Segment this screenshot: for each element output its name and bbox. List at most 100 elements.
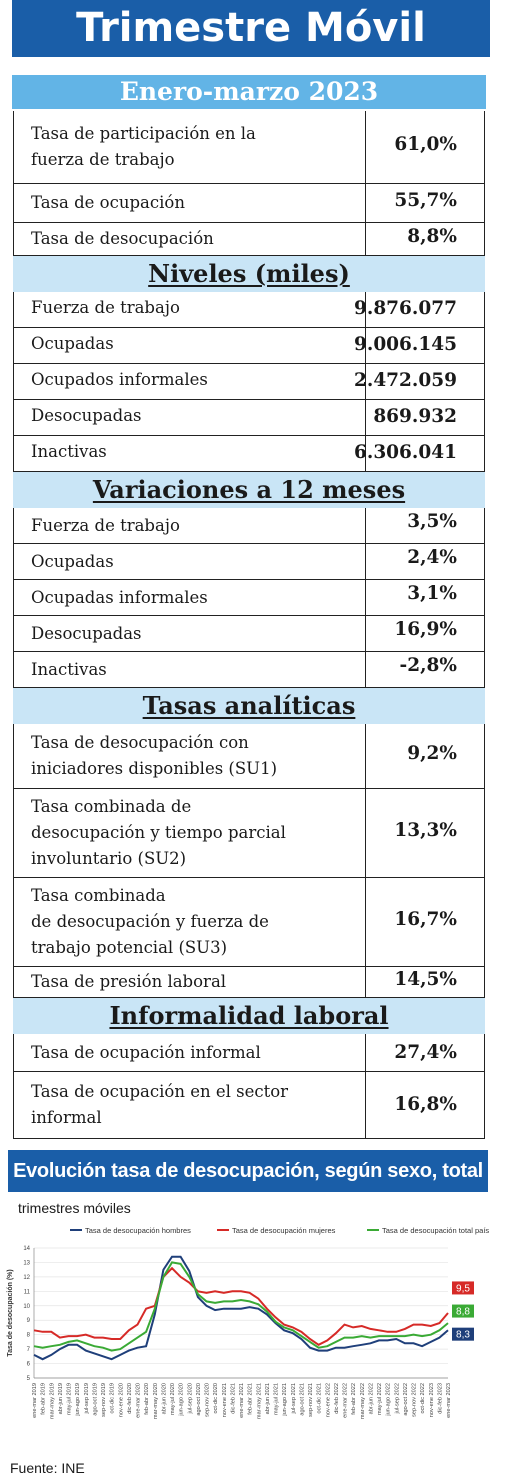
legend-label: Tasa de desocupación hombres bbox=[85, 1226, 191, 1235]
end-value-label: 8,3 bbox=[456, 1330, 470, 1341]
row-label: Desocupadas bbox=[31, 624, 142, 643]
row-label: Tasa combinada de desocupación y fuerza d… bbox=[31, 886, 269, 957]
row-value: 16,7% bbox=[394, 909, 457, 930]
row-value: 3,1% bbox=[407, 583, 457, 604]
x-tick-label: mar-may 2021 bbox=[256, 1383, 262, 1419]
row-label: Tasa de presión laboral bbox=[31, 972, 227, 991]
row-value: 9.876.077 bbox=[354, 298, 457, 319]
row-value: 9.006.145 bbox=[354, 334, 457, 355]
x-tick-label: mar-may 2020 bbox=[153, 1383, 159, 1419]
unemployment-line-chart: Tasa de desocupación hombres Tasa de deso… bbox=[7, 1226, 489, 1419]
table-row: Desocupadas 16,9% bbox=[13, 616, 485, 652]
row-value: 27,4% bbox=[394, 1041, 457, 1063]
x-tick-label: ene-mar 2022 bbox=[343, 1383, 349, 1418]
series-line bbox=[33, 1266, 449, 1346]
x-tick-label: ago-oct 2022 bbox=[403, 1383, 409, 1416]
series-line bbox=[33, 1255, 449, 1361]
chart-subtitle: trimestres móviles bbox=[18, 1200, 131, 1216]
x-tick-label: mar-may 2019 bbox=[49, 1383, 55, 1419]
x-tick-label: feb-abr 2022 bbox=[351, 1383, 357, 1415]
section-informalidad: Informalidad laboral bbox=[13, 998, 485, 1034]
row-value: -2,8% bbox=[399, 655, 457, 676]
x-tick-label: jun-ago 2021 bbox=[282, 1383, 288, 1417]
end-value-box bbox=[452, 1327, 474, 1341]
x-tick-label: jul-sep 2021 bbox=[291, 1383, 297, 1414]
x-tick-label: feb-abr 2019 bbox=[41, 1383, 47, 1415]
y-tick-label: 6 bbox=[27, 1362, 31, 1368]
x-tick-label: jul-sep 2020 bbox=[187, 1383, 193, 1414]
x-tick-label: jul-sep 2022 bbox=[394, 1383, 400, 1414]
table-row: Ocupadas 2,4% bbox=[13, 544, 485, 580]
row-value: 869.932 bbox=[373, 406, 457, 427]
row-value: 13,3% bbox=[394, 820, 457, 841]
row-value: 8,8% bbox=[407, 226, 457, 247]
x-tick-label: abr-jun 2019 bbox=[58, 1383, 64, 1414]
table-row: Tasa de ocupación en el sector informal 16… bbox=[13, 1072, 485, 1139]
end-value-label: 8,8 bbox=[456, 1307, 470, 1318]
x-tick-label: ene-mar 2020 bbox=[136, 1383, 142, 1418]
table-row: Tasa de participación en la fuerza de tra… bbox=[13, 111, 485, 184]
row-value: 2.472.059 bbox=[354, 370, 457, 391]
table-row: Ocupados informales 2.472.059 bbox=[13, 364, 485, 400]
row-label: Ocupadas bbox=[31, 552, 114, 571]
table-row: Tasa de ocupación informal 27,4% bbox=[13, 1034, 485, 1072]
table-row: Inactivas -2,8% bbox=[13, 652, 485, 688]
x-tick-label: feb-abr 2020 bbox=[144, 1383, 150, 1415]
x-tick-label: may-jul 2020 bbox=[170, 1383, 176, 1415]
x-tick-label: jul-sep 2019 bbox=[84, 1383, 90, 1414]
x-tick-label: jun-ago 2022 bbox=[386, 1383, 392, 1417]
x-tick-label: ago-oct 2020 bbox=[196, 1383, 202, 1416]
end-value-label: 9,5 bbox=[456, 1283, 470, 1294]
table-row: Ocupadas 9.006.145 bbox=[13, 328, 485, 364]
row-label: Ocupadas informales bbox=[31, 588, 208, 607]
row-label: Tasa combinada de desocupación y tiempo p… bbox=[31, 797, 286, 868]
y-tick-label: 13 bbox=[23, 1260, 30, 1266]
row-value: 3,5% bbox=[407, 511, 457, 532]
x-tick-label: ago-oct 2021 bbox=[299, 1383, 305, 1416]
x-tick-label: sep-nov 2021 bbox=[308, 1383, 314, 1417]
x-tick-label: oct-dic 2022 bbox=[420, 1383, 426, 1413]
row-label: Tasa de desocupación con iniciadores disp… bbox=[31, 733, 278, 778]
y-axis-label: Tasa de desocupación (%) bbox=[7, 1269, 14, 1356]
x-tick-label: sep-nov 2020 bbox=[205, 1383, 211, 1417]
table-row: Tasa de desocupación con iniciadores disp… bbox=[13, 724, 485, 789]
y-tick-label: 12 bbox=[23, 1275, 30, 1281]
x-tick-label: mar-may 2022 bbox=[360, 1383, 366, 1419]
x-tick-label: abr-jun 2022 bbox=[368, 1383, 374, 1414]
row-value: 14,5% bbox=[394, 969, 457, 990]
source-note: Fuente: INE bbox=[10, 1460, 85, 1476]
x-tick-label: dic-feb 2023 bbox=[437, 1383, 443, 1414]
x-tick-label: jun-ago 2019 bbox=[75, 1383, 81, 1417]
series-line bbox=[33, 1261, 449, 1352]
table-row: Fuerza de trabajo 3,5% bbox=[13, 508, 485, 544]
legend-label: Tasa de desocupación total país bbox=[382, 1226, 489, 1235]
x-tick-label: abr-jun 2021 bbox=[265, 1383, 271, 1414]
x-tick-label: may-jul 2019 bbox=[67, 1383, 73, 1415]
x-tick-label: ago-oct 2019 bbox=[92, 1383, 98, 1416]
row-value: 2,4% bbox=[407, 547, 457, 568]
table-row: Desocupadas 869.932 bbox=[13, 400, 485, 436]
x-tick-label: sep-nov 2022 bbox=[412, 1383, 418, 1417]
table-row: Tasa combinada de desocupación y tiempo p… bbox=[13, 789, 485, 878]
period-heading: Enero-marzo 2023 bbox=[12, 75, 486, 109]
y-tick-label: 14 bbox=[23, 1246, 30, 1252]
x-tick-label: may-jul 2021 bbox=[274, 1383, 280, 1415]
indicator-table: Tasa de participación en la fuerza de tra… bbox=[13, 111, 485, 1139]
row-label: Desocupadas bbox=[31, 406, 142, 425]
x-tick-label: ene-mar 2019 bbox=[32, 1383, 38, 1418]
table-row: Fuerza de trabajo 9.876.077 bbox=[13, 292, 485, 328]
table-row: Tasa combinada de desocupación y fuerza d… bbox=[13, 878, 485, 967]
row-label: Tasa de ocupación informal bbox=[31, 1042, 261, 1062]
chart-title: Evolución tasa de desocupación, según se… bbox=[8, 1150, 488, 1224]
x-tick-label: oct-dic 2021 bbox=[317, 1383, 323, 1413]
x-tick-label: dic-feb 2020 bbox=[127, 1383, 133, 1414]
x-tick-label: may-jul 2022 bbox=[377, 1383, 383, 1415]
page-title: Trimestre Móvil bbox=[12, 0, 490, 57]
row-value: 9,2% bbox=[407, 743, 457, 764]
y-tick-label: 8 bbox=[27, 1333, 31, 1339]
x-tick-label: sep-nov 2019 bbox=[101, 1383, 107, 1417]
row-value: 16,8% bbox=[394, 1094, 457, 1115]
end-value-box bbox=[452, 1281, 474, 1295]
legend-label: Tasa de desocupación mujeres bbox=[232, 1226, 336, 1235]
x-tick-label: dic-feb 2021 bbox=[230, 1383, 236, 1414]
